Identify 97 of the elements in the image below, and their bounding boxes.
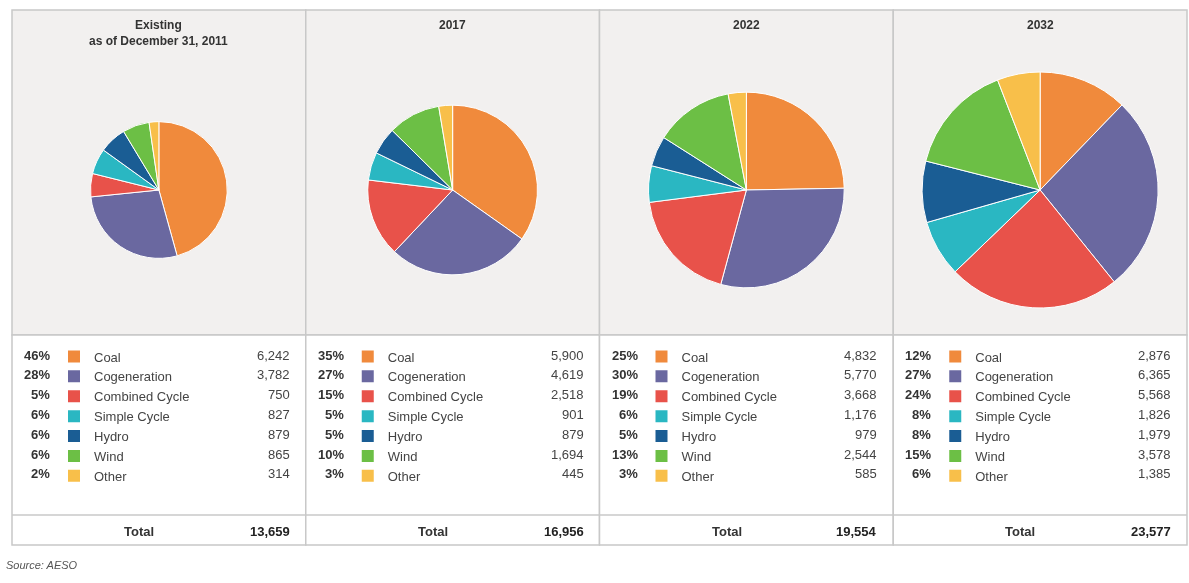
legend-label: Combined Cycle	[681, 389, 777, 405]
legend-label: Other	[975, 468, 1009, 484]
data-label: 979	[855, 427, 877, 442]
legend-label: Wind	[975, 449, 1005, 465]
text: 5%	[619, 427, 639, 442]
data-label: 445	[562, 466, 584, 481]
legend-label: Hydro	[387, 429, 423, 445]
text: 23,577	[1131, 524, 1171, 539]
text: 24%	[905, 387, 932, 402]
text: Total	[712, 524, 743, 539]
data-label: 879	[562, 427, 584, 442]
text: 5%	[325, 427, 345, 442]
chart-title: 2022	[733, 18, 761, 32]
text: 25%	[612, 348, 639, 363]
data-label: 1,694	[551, 447, 584, 462]
data-label: 5,568	[1138, 387, 1171, 402]
legend-label: Combined Cycle	[975, 389, 1071, 405]
text: 6%	[31, 427, 51, 442]
text: 6%	[31, 407, 51, 422]
data-label: 4,832	[844, 348, 877, 363]
legend-label: Other	[94, 468, 128, 484]
legend-label: Cogeneration	[975, 369, 1054, 385]
text: 13,659	[250, 524, 290, 539]
legend-label: Wind	[681, 449, 712, 465]
data-label: 2,544	[844, 447, 877, 462]
text: 10%	[318, 447, 345, 462]
text: 6%	[619, 407, 639, 422]
text: 19%	[612, 387, 639, 402]
data-label: 6,242	[257, 348, 290, 363]
legend-label: Coal	[387, 349, 415, 365]
legend-label: Simple Cycle	[681, 409, 758, 425]
text: 27%	[318, 367, 345, 382]
text: 35%	[318, 348, 345, 363]
legend-label: Hydro	[975, 429, 1010, 445]
data-label: 879	[268, 427, 290, 442]
legend-label: Coal	[681, 349, 709, 365]
legend-label: Wind	[387, 449, 418, 465]
data-label: 901	[562, 407, 584, 422]
text: Total	[124, 524, 155, 539]
text: 27%	[905, 367, 932, 382]
data-label: 5,770	[844, 367, 877, 382]
text: 19,554	[836, 524, 876, 539]
legend-label: Hydro	[94, 429, 129, 445]
data-label: 3,668	[844, 387, 877, 402]
data-label: 2,876	[1138, 348, 1171, 363]
data-label: 865	[268, 447, 290, 462]
legend-label: Other	[681, 468, 715, 484]
data-label: 1,176	[844, 407, 877, 422]
text: 6%	[912, 466, 932, 481]
text: 16,956	[544, 524, 584, 539]
text: 30%	[612, 367, 639, 382]
data-label: 1,826	[1138, 407, 1171, 422]
legend-label: Combined Cycle	[387, 389, 484, 405]
data-label: 3,578	[1138, 447, 1171, 462]
legend-label: Simple Cycle	[387, 409, 464, 425]
data-label: 3,782	[257, 367, 290, 382]
data-label: 1,979	[1138, 427, 1171, 442]
legend-label: Coal	[975, 349, 1003, 365]
legend-label: Other	[387, 468, 421, 484]
data-label: 4,619	[551, 367, 584, 382]
data-label: 314	[268, 466, 290, 481]
text: 8%	[912, 407, 932, 422]
legend-label: Hydro	[681, 429, 717, 445]
text: 2%	[31, 466, 51, 481]
text: 28%	[24, 367, 51, 382]
text: Total	[1005, 524, 1036, 539]
legend-label: Coal	[94, 349, 121, 365]
legend-label: Cogeneration	[681, 369, 760, 385]
data-label: 1,385	[1138, 466, 1171, 481]
chart-title: 2032	[1027, 18, 1055, 32]
data-label: 750	[268, 387, 290, 402]
text: 8%	[912, 427, 932, 442]
text: 15%	[318, 387, 345, 402]
text: 12%	[905, 348, 932, 363]
legend-label: Cogeneration	[94, 369, 173, 385]
text: 13%	[612, 447, 639, 462]
source-note: Source: AESO	[6, 559, 78, 571]
text: 3%	[325, 466, 345, 481]
text: Total	[418, 524, 449, 539]
legend-label: Combined Cycle	[94, 389, 190, 405]
legend-label: Cogeneration	[387, 369, 466, 385]
text: 5%	[31, 387, 51, 402]
data-label: 827	[268, 407, 290, 422]
text: 3%	[619, 466, 639, 481]
chart-title: Existing as of December 31, 2011	[89, 18, 229, 48]
text: 5%	[325, 407, 345, 422]
data-label: 5,900	[551, 348, 584, 363]
legend-label: Wind	[94, 449, 124, 465]
data-label: 6,365	[1138, 367, 1171, 382]
legend-label: Simple Cycle	[94, 409, 170, 425]
chart-title: 2017	[439, 18, 467, 32]
legend-label: Simple Cycle	[975, 409, 1052, 425]
text: 15%	[905, 447, 932, 462]
text: 46%	[24, 348, 51, 363]
text: 6%	[31, 447, 51, 462]
data-label: 2,518	[551, 387, 584, 402]
data-label: 585	[855, 466, 877, 481]
